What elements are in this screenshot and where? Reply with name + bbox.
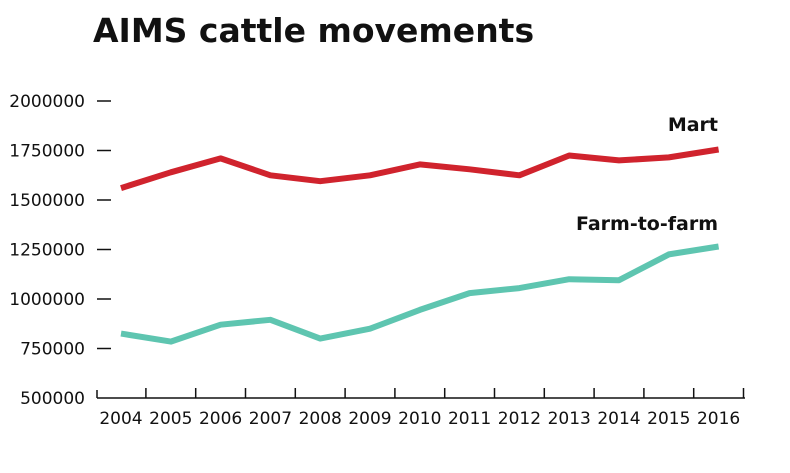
x-tick-label: 2005 (149, 409, 192, 429)
x-tick-label: 2011 (448, 409, 491, 429)
x-tick-label: 2014 (597, 409, 640, 429)
x-tick-label: 2006 (199, 409, 242, 429)
y-tick-label: 500000 (20, 389, 85, 409)
x-tick-label: 2013 (548, 409, 591, 429)
series-label-farm-to-farm: Farm-to-farm (576, 213, 718, 235)
x-tick-label: 2012 (498, 409, 541, 429)
y-tick-label: 1750000 (9, 142, 85, 162)
series-line-mart (120, 146, 720, 191)
series-label-mart: Mart (668, 114, 718, 136)
series-line-farm-to-farm (120, 243, 720, 345)
y-tick-label: 2000000 (9, 92, 85, 112)
y-tick-label: 1250000 (9, 241, 85, 261)
x-tick-label: 2016 (697, 409, 740, 429)
chart-title: AIMS cattle movements (93, 11, 534, 50)
x-tick-label: 2004 (99, 409, 142, 429)
series-lines (120, 146, 720, 345)
x-tick-label: 2008 (299, 409, 342, 429)
y-tick-label: 750000 (20, 340, 85, 360)
x-tick-label: 2010 (398, 409, 441, 429)
x-axis-ticks: 2004 2005 2006 2007 2008 2009 2010 2011 2012 2013… (99, 388, 745, 429)
x-tick-label: 2015 (647, 409, 690, 429)
x-tick-label: 2009 (348, 409, 391, 429)
y-tick-label: 1000000 (9, 290, 85, 310)
y-tick-label: 1500000 (9, 191, 85, 211)
y-axis-ticks: 500000 750000 1000000 1250000 1500000 1750000… (9, 92, 111, 409)
x-tick-label: 2007 (249, 409, 292, 429)
